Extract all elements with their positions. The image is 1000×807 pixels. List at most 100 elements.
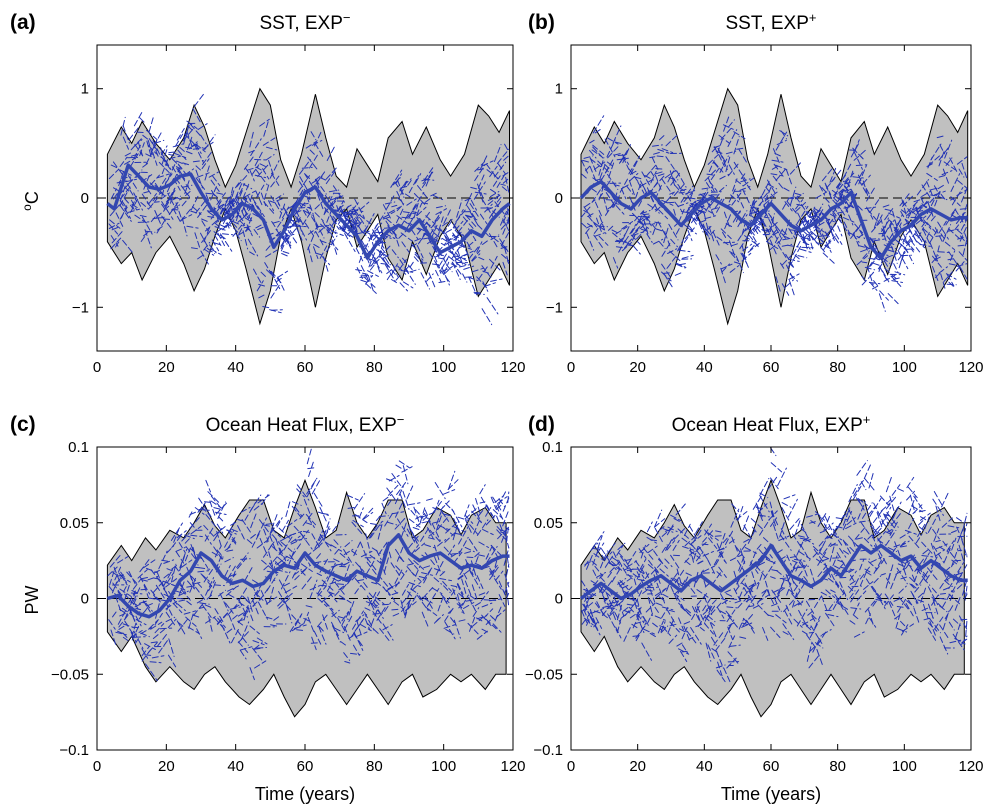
y-tick-label: −1 (546, 299, 563, 316)
member-segment (214, 584, 225, 587)
member-segment (752, 495, 762, 510)
member-segment (351, 521, 364, 536)
member-segment (258, 283, 266, 287)
member-segment (880, 502, 891, 512)
member-segment (853, 149, 866, 161)
member-segment (736, 147, 746, 150)
member-segment (142, 600, 151, 613)
member-segment (828, 601, 835, 610)
member-segment (370, 231, 377, 239)
member-segment (364, 276, 376, 288)
member-segment (485, 515, 496, 526)
member-segment (848, 232, 861, 239)
panel-title-superscript: + (863, 412, 871, 427)
member-segment (387, 497, 394, 506)
member-segment (151, 655, 165, 659)
member-segment (940, 193, 948, 202)
member-segment (935, 549, 945, 557)
member-segment (499, 238, 510, 254)
member-segment (197, 123, 208, 131)
member-segment (359, 214, 371, 225)
member-segment (110, 629, 117, 648)
member-segment (432, 521, 439, 524)
member-segment (260, 271, 267, 278)
member-segment (235, 181, 243, 199)
member-segment (289, 225, 297, 227)
member-segment (272, 546, 283, 557)
member-segment (781, 255, 792, 266)
member-segment (351, 208, 364, 212)
member-segment (478, 554, 489, 558)
member-segment (276, 197, 286, 202)
member-segment (690, 627, 702, 645)
member-segment (225, 587, 237, 597)
member-segment (850, 607, 862, 610)
member-segment (489, 165, 498, 178)
member-segment (718, 551, 727, 564)
panel-a: 0 20 40 60 80 100 120−101(a) SST, EXP− (10, 10, 526, 377)
member-segment (295, 187, 305, 204)
member-segment (442, 218, 453, 227)
member-segment (392, 177, 401, 186)
member-segment (865, 613, 871, 625)
member-segment (196, 628, 203, 639)
member-segment (188, 611, 195, 629)
member-segment (733, 161, 746, 181)
member-segment (964, 554, 968, 556)
member-segment (677, 202, 689, 207)
member-segment (704, 523, 712, 536)
member-segment (397, 265, 407, 275)
member-segment (195, 165, 201, 171)
member-segment (616, 616, 622, 634)
member-segment (814, 207, 825, 223)
member-segment (304, 222, 315, 237)
member-segment (945, 273, 957, 280)
member-segment (425, 606, 438, 616)
member-segment (344, 540, 353, 548)
member-segment (439, 578, 452, 582)
member-segment (489, 258, 501, 271)
member-segment (682, 223, 694, 232)
member-segment (503, 581, 510, 594)
member-segment (339, 595, 352, 604)
member-segment (498, 580, 507, 598)
member-segment (468, 276, 478, 296)
member-segment (300, 563, 313, 572)
member-segment (344, 614, 353, 630)
member-segment (743, 583, 756, 597)
member-segment (793, 581, 801, 591)
member-segment (815, 511, 825, 521)
member-segment (839, 547, 847, 558)
member-segment (617, 154, 628, 156)
member-segment (436, 506, 444, 525)
member-segment (176, 160, 186, 166)
member-segment (140, 202, 150, 210)
x-tick-label: 20 (629, 758, 646, 775)
member-segment (344, 233, 356, 252)
member-segment (672, 577, 685, 585)
member-segment (291, 623, 304, 632)
member-segment (841, 192, 850, 208)
member-segment (354, 585, 362, 595)
member-segment (772, 175, 785, 190)
member-segment (476, 241, 483, 253)
member-segment (361, 274, 373, 277)
member-segment (782, 631, 789, 635)
member-segment (347, 506, 356, 509)
member-segment (445, 587, 458, 603)
member-segment (109, 204, 120, 217)
member-segment (382, 493, 393, 502)
member-segment (224, 557, 234, 563)
member-segment (455, 208, 467, 223)
member-segment (897, 597, 907, 613)
member-segment (656, 155, 666, 158)
member-segment (212, 175, 221, 187)
member-segment (457, 583, 464, 595)
member-segment (862, 174, 871, 185)
member-segment (318, 626, 326, 633)
member-segment (477, 168, 486, 171)
member-segment (153, 577, 163, 581)
member-segment (141, 579, 151, 583)
member-segment (814, 595, 822, 608)
member-segment (756, 542, 763, 550)
